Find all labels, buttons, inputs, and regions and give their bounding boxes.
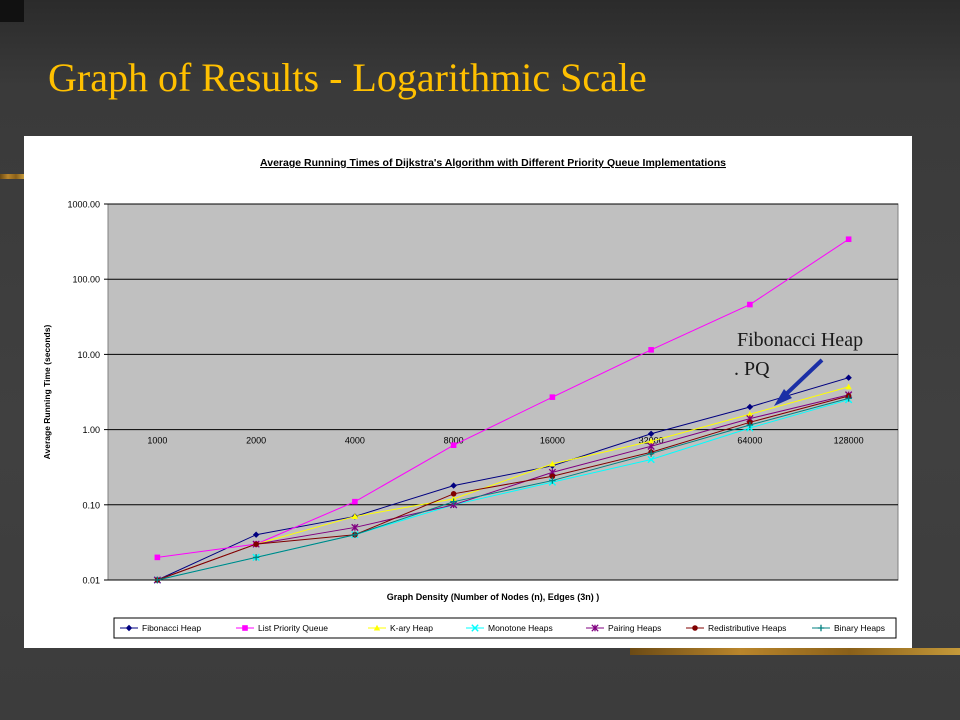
x-tick-label: 4000 bbox=[345, 436, 365, 446]
legend-box bbox=[113, 617, 897, 639]
data-point-list-priority-queue bbox=[845, 236, 852, 243]
data-point-pairing-heaps bbox=[351, 523, 359, 532]
plot-area bbox=[107, 203, 899, 581]
y-tick-label: 0.01 bbox=[82, 576, 100, 586]
accent-bar-left bbox=[0, 174, 24, 179]
legend-swatch-marker bbox=[692, 625, 698, 631]
data-point-binary-heaps bbox=[450, 498, 457, 505]
data-point-k-ary-heap bbox=[351, 513, 359, 520]
data-point-monotone-heaps bbox=[647, 455, 655, 464]
annotation-line-2: . PQ bbox=[734, 358, 770, 380]
y-tick-label: 1000.00 bbox=[67, 200, 100, 210]
chart-title: Average Running Times of Dijkstra's Algo… bbox=[260, 157, 726, 169]
data-point-redistributive-heaps bbox=[549, 473, 556, 480]
data-point-binary-heaps bbox=[351, 531, 359, 538]
data-point-fibonacci-heap bbox=[845, 374, 852, 381]
x-tick-label: 64000 bbox=[737, 436, 762, 446]
legend-swatch-marker bbox=[591, 624, 599, 632]
annotation-arrowhead bbox=[774, 389, 792, 406]
legend-label: Pairing Heaps bbox=[608, 623, 661, 633]
chart-svg: Average Running Times of Dijkstra's Algo… bbox=[42, 157, 899, 639]
legend-label: Monotone Heaps bbox=[488, 623, 553, 633]
annotation-arrow bbox=[780, 358, 824, 400]
legend-swatch-marker bbox=[373, 624, 381, 631]
data-point-list-priority-queue bbox=[549, 394, 556, 400]
data-point-list-priority-queue bbox=[450, 442, 457, 449]
data-point-fibonacci-heap bbox=[450, 482, 457, 489]
data-point-list-priority-queue bbox=[154, 554, 161, 561]
chart-panel: Average Running Times of Dijkstra's Algo… bbox=[24, 136, 912, 648]
x-tick-label: 128000 bbox=[834, 436, 864, 446]
x-axis-label: Graph Density (Number of Nodes (n), Edge… bbox=[387, 592, 600, 602]
data-point-k-ary-heap bbox=[746, 411, 754, 417]
data-point-binary-heaps bbox=[252, 554, 260, 561]
data-point-fibonacci-heap bbox=[647, 430, 655, 437]
data-point-binary-heaps bbox=[845, 395, 852, 402]
legend-label: List Priority Queue bbox=[258, 623, 328, 633]
legend-label: Binary Heaps bbox=[834, 623, 885, 633]
slide-title: Graph of Results - Logarithmic Scale bbox=[48, 55, 647, 100]
series-line-fibonacci-heap bbox=[157, 377, 849, 581]
series-line-list-priority-queue bbox=[157, 238, 849, 558]
data-point-binary-heaps bbox=[746, 421, 754, 429]
data-point-pairing-heaps bbox=[647, 442, 655, 450]
data-point-binary-heaps bbox=[647, 450, 655, 457]
data-point-binary-heaps bbox=[154, 576, 161, 584]
annotation-line-1: Fibonacci Heap bbox=[737, 329, 864, 351]
x-tick-label: 2000 bbox=[246, 436, 266, 446]
data-point-k-ary-heap bbox=[647, 438, 655, 444]
legend-label: Redistributive Heaps bbox=[708, 623, 786, 633]
corner-block bbox=[0, 0, 24, 22]
legend-swatch-marker bbox=[125, 624, 133, 632]
series-line-k-ary-heap bbox=[157, 386, 849, 581]
y-axis-label: Average Running Time (seconds) bbox=[42, 325, 52, 460]
data-point-k-ary-heap bbox=[845, 383, 852, 390]
data-point-redistributive-heaps bbox=[253, 541, 259, 547]
data-point-redistributive-heaps bbox=[450, 491, 457, 497]
legend-label: Fibonacci Heap bbox=[142, 623, 201, 633]
y-tick-label: 100.00 bbox=[72, 275, 100, 285]
data-point-list-priority-queue bbox=[747, 301, 753, 308]
series-line-redistributive-heaps bbox=[157, 395, 849, 581]
series-line-binary-heaps bbox=[157, 397, 849, 581]
data-point-binary-heaps bbox=[549, 477, 556, 484]
y-tick-label: 10.00 bbox=[77, 350, 100, 360]
x-tick-label: 16000 bbox=[540, 436, 565, 446]
y-tick-label: 1.00 bbox=[82, 425, 100, 435]
data-point-fibonacci-heap bbox=[746, 403, 754, 411]
legend-swatch-marker bbox=[471, 624, 479, 632]
legend-swatch-marker bbox=[817, 624, 825, 632]
x-tick-label: 8000 bbox=[444, 436, 464, 446]
legend-label: K-ary Heap bbox=[390, 623, 433, 633]
series-line-pairing-heaps bbox=[157, 394, 849, 581]
data-point-fibonacci-heap bbox=[252, 531, 260, 538]
x-tick-label: 1000 bbox=[147, 436, 167, 446]
data-point-list-priority-queue bbox=[648, 347, 654, 353]
data-point-list-priority-queue bbox=[352, 498, 358, 505]
data-point-k-ary-heap bbox=[549, 460, 556, 467]
legend-swatch-marker bbox=[242, 625, 248, 631]
y-tick-label: 0.10 bbox=[82, 500, 100, 510]
accent-bar-right bbox=[630, 648, 960, 655]
